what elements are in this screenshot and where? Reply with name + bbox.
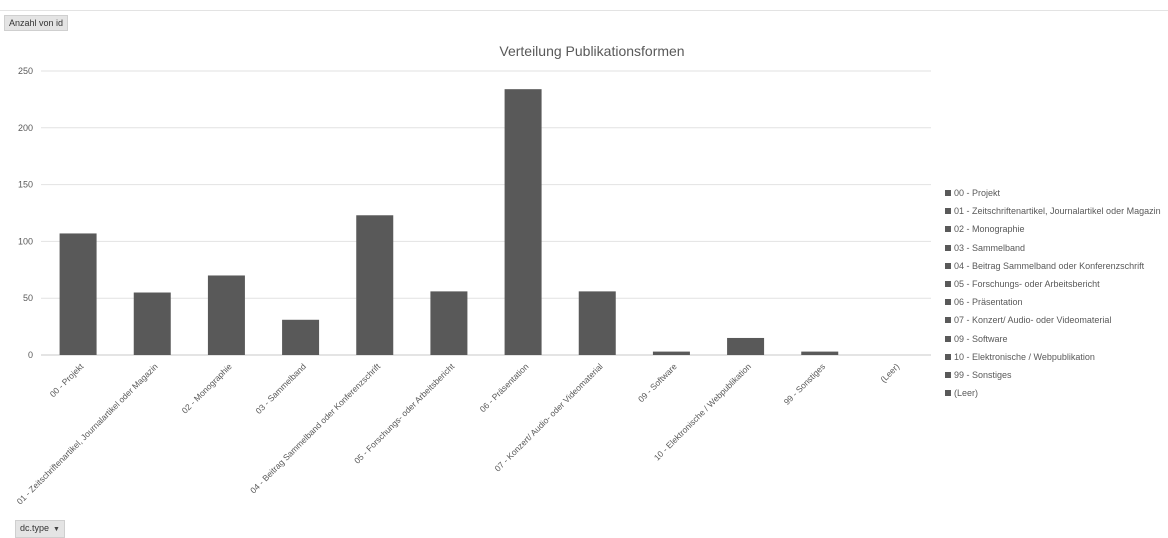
legend-swatch <box>945 335 951 342</box>
bar[interactable] <box>59 233 97 355</box>
values-field-label: Anzahl von id <box>9 18 64 28</box>
legend-label: 03 - Sammelband <box>954 242 1026 253</box>
legend-label: (Leer) <box>954 388 979 399</box>
legend-item: 04 - Beitrag Sammelband oder Konferenzsc… <box>945 257 1161 275</box>
y-tick-label: 250 <box>18 66 33 76</box>
x-tick-label: 02 - Monographie <box>180 361 234 415</box>
legend-item: 00 - Projekt <box>945 184 1161 202</box>
legend-label: 00 - Projekt <box>954 188 1001 199</box>
x-tick-label: 04 - Beitrag Sammelband oder Konferenzsc… <box>248 361 382 495</box>
bar[interactable] <box>133 292 171 355</box>
legend-swatch <box>945 371 951 378</box>
legend-item: 06 - Präsentation <box>945 293 1161 311</box>
bar[interactable] <box>652 351 690 355</box>
legend-item: (Leer) <box>945 384 1161 402</box>
legend-swatch <box>945 353 951 360</box>
legend-swatch <box>945 190 951 197</box>
legend-swatch <box>945 262 951 269</box>
bar[interactable] <box>207 275 245 355</box>
legend-label: 07 - Konzert/ Audio- oder Videomaterial <box>954 315 1112 326</box>
y-tick-label: 150 <box>18 180 33 190</box>
bar[interactable] <box>430 291 468 355</box>
legend-swatch <box>945 244 951 251</box>
legend-item: 01 - Zeitschriftenartikel, Journalartike… <box>945 202 1161 220</box>
legend-label: 05 - Forschungs- oder Arbeitsbericht <box>954 279 1100 290</box>
y-tick-label: 200 <box>18 123 33 133</box>
legend-item: 07 - Konzert/ Audio- oder Videomaterial <box>945 311 1161 329</box>
x-tick-label: 99 - Sonstiges <box>782 361 827 406</box>
y-tick-label: 50 <box>23 293 33 303</box>
chart-title: Verteilung Publikationsformen <box>499 43 685 59</box>
axis-field-label: dc.type <box>20 523 50 533</box>
x-tick-label: 03 - Sammelband <box>253 361 308 416</box>
y-tick-label: 100 <box>18 236 33 246</box>
values-field-button[interactable]: Anzahl von id <box>4 15 69 31</box>
axis-field-button[interactable]: dc.type ▼ <box>15 520 65 538</box>
legend-item: 10 - Elektronische / Webpublikation <box>945 348 1161 366</box>
chart-area <box>0 10 1168 538</box>
x-tick-label: 01 - Zeitschriftenartikel, Journalartike… <box>15 361 160 506</box>
legend-item: 99 - Sonstiges <box>945 366 1161 384</box>
legend-label: 10 - Elektronische / Webpublikation <box>954 351 1095 362</box>
bar[interactable] <box>801 351 839 355</box>
legend-swatch <box>945 281 951 288</box>
legend-item: 03 - Sammelband <box>945 239 1161 257</box>
legend-label: 99 - Sonstiges <box>954 369 1012 380</box>
x-tick-label: 00 - Projekt <box>48 361 86 399</box>
legend-label: 02 - Monographie <box>954 224 1025 235</box>
legend-swatch <box>945 208 951 215</box>
x-tick-label: 09 - Software <box>636 361 679 404</box>
legend-swatch <box>945 299 951 306</box>
dropdown-arrow-icon[interactable]: ▼ <box>53 526 60 533</box>
x-tick-label: 06 - Präsentation <box>478 361 531 414</box>
bar[interactable] <box>282 319 320 355</box>
legend-swatch <box>945 390 951 397</box>
legend-swatch <box>945 317 951 324</box>
legend-item: 02 - Monographie <box>945 220 1161 238</box>
bar[interactable] <box>356 215 394 355</box>
legend-item: 05 - Forschungs- oder Arbeitsbericht <box>945 275 1161 293</box>
legend-label: 04 - Beitrag Sammelband oder Konferenzsc… <box>954 260 1145 271</box>
bar[interactable] <box>727 337 765 355</box>
legend-label: 01 - Zeitschriftenartikel, Journalartike… <box>954 206 1161 217</box>
legend-label: 09 - Software <box>954 333 1008 344</box>
legend-swatch <box>945 226 951 233</box>
bar[interactable] <box>578 291 616 355</box>
bar[interactable] <box>504 89 542 356</box>
y-tick-label: 0 <box>28 350 33 360</box>
legend-label: 06 - Präsentation <box>954 297 1023 308</box>
x-tick-label: (Leer) <box>878 361 901 384</box>
chart-legend: 00 - Projekt 01 - Zeitschriftenartikel, J… <box>945 184 1161 402</box>
legend-item: 09 - Software <box>945 330 1161 348</box>
